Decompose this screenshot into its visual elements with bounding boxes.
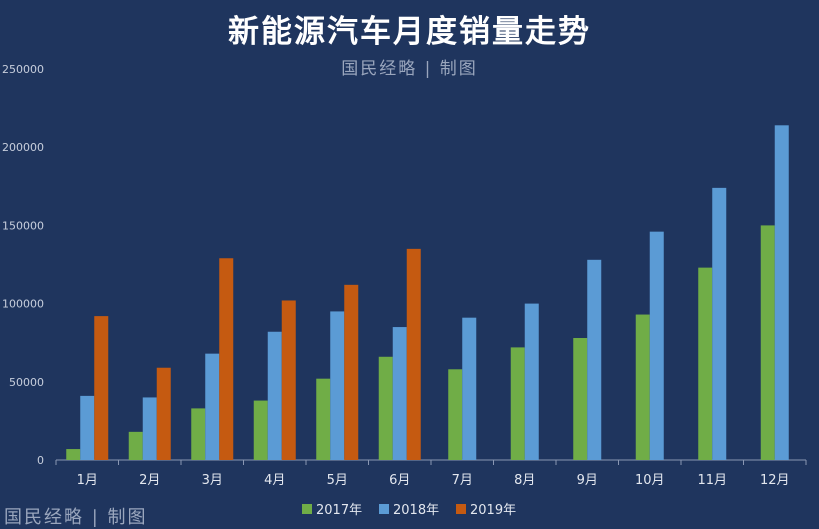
bar-2017年-10月	[635, 314, 650, 460]
bar-2018年-5月	[330, 311, 345, 460]
bar-2019年-2月	[156, 367, 171, 460]
chart-subtitle: 国民经略 | 制图	[341, 59, 478, 79]
bar-2018年-1月	[80, 395, 95, 460]
x-tick-label: 2月	[139, 473, 160, 488]
bar-2019年-5月	[344, 284, 359, 460]
x-tick-label: 4月	[264, 473, 285, 488]
bar-2019年-6月	[406, 248, 421, 460]
bar-2017年-7月	[448, 369, 463, 460]
bar-2017年-5月	[316, 378, 331, 460]
bar-2018年-12月	[774, 125, 789, 460]
bar-2017年-9月	[573, 338, 588, 460]
x-tick-label: 6月	[389, 473, 410, 488]
x-tick-label: 1月	[77, 473, 98, 488]
bar-2018年-8月	[524, 303, 539, 460]
legend-label: 2018年	[393, 503, 439, 518]
bar-2018年-2月	[142, 397, 157, 460]
legend-label: 2019年	[470, 503, 516, 518]
bar-2017年-3月	[191, 408, 206, 460]
x-tick-label: 12月	[760, 473, 790, 488]
bar-2019年-1月	[94, 316, 109, 460]
bar-2017年-2月	[128, 431, 143, 460]
bar-2018年-3月	[205, 353, 220, 460]
chart-title: 新能源汽车月度销量走势	[228, 14, 591, 50]
y-tick-label: 100000	[2, 298, 44, 311]
bar-2019年-3月	[219, 258, 234, 460]
legend-swatch	[456, 504, 466, 514]
x-tick-label: 9月	[577, 473, 598, 488]
watermark-text: 国民经略 | 制图	[4, 507, 148, 528]
bar-2017年-6月	[378, 356, 393, 460]
legend-swatch	[379, 504, 389, 514]
x-tick-label: 10月	[635, 473, 665, 488]
y-tick-label: 50000	[9, 376, 44, 389]
bar-2018年-10月	[649, 231, 664, 460]
y-tick-label: 200000	[2, 141, 44, 154]
bar-2018年-7月	[462, 317, 477, 460]
x-tick-label: 5月	[327, 473, 348, 488]
bar-2018年-4月	[267, 331, 282, 460]
bar-2017年-12月	[760, 225, 775, 460]
bar-2019年-4月	[281, 300, 296, 460]
bar-2017年-11月	[698, 267, 713, 460]
y-tick-label: 150000	[2, 219, 44, 232]
legend-swatch	[302, 504, 312, 514]
x-tick-label: 3月	[202, 473, 223, 488]
bar-2017年-8月	[510, 347, 525, 460]
bar-2018年-6月	[392, 327, 407, 460]
bar-2017年-4月	[253, 400, 268, 460]
x-tick-label: 7月	[452, 473, 473, 488]
y-tick-label: 250000	[2, 63, 44, 76]
bar-2018年-11月	[712, 187, 727, 460]
legend-label: 2017年	[316, 503, 362, 518]
bar-2017年-1月	[66, 449, 81, 460]
bar-2018年-9月	[587, 259, 602, 460]
x-tick-label: 11月	[697, 473, 727, 488]
x-tick-label: 8月	[514, 473, 535, 488]
y-tick-label: 0	[37, 454, 44, 467]
